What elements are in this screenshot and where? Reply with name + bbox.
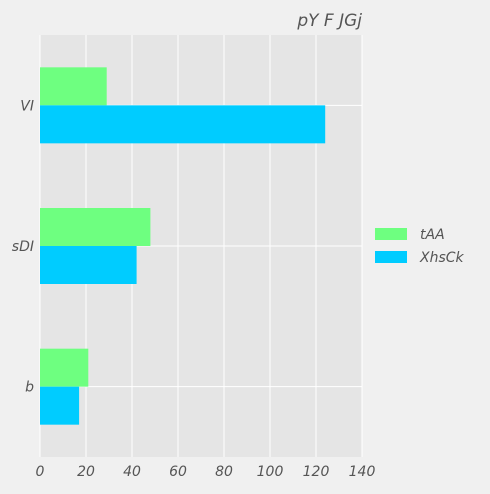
bars-group <box>40 67 326 425</box>
chart-title: pY F JGj <box>296 11 362 31</box>
x-tick-label: 140 <box>349 464 376 480</box>
x-tick-label: 80 <box>215 464 233 480</box>
legend-label-XhsCk: XhsCk <box>419 250 465 266</box>
bar-tAA-sDI <box>40 208 151 246</box>
bar-tAA-b <box>40 348 89 387</box>
legend-swatch-XhsCk <box>375 251 407 263</box>
x-tick-label: 100 <box>257 464 284 480</box>
bar-XhsCk-b <box>40 386 80 425</box>
bar-XhsCk-VI <box>40 105 326 144</box>
legend: tAA XhsCk <box>375 227 465 266</box>
x-tick-label: 40 <box>123 464 141 480</box>
legend-swatch-tAA <box>375 228 407 240</box>
y-tick-labels: VI sDI b <box>12 98 34 395</box>
x-tick-label: 20 <box>77 464 95 480</box>
bar-tAA-VI <box>40 67 107 106</box>
bar-XhsCk-sDI <box>40 246 137 284</box>
x-tick-label: 120 <box>303 464 330 480</box>
y-tick-label: b <box>25 380 34 396</box>
x-tick-label: 60 <box>169 464 187 480</box>
x-tick-labels: 0 20 40 60 80 100 120 140 <box>36 464 376 480</box>
y-tick-label: VI <box>20 98 34 114</box>
y-tick-label: sDI <box>12 239 34 255</box>
legend-label-tAA: tAA <box>420 227 445 243</box>
x-tick-label: 0 <box>36 464 45 480</box>
